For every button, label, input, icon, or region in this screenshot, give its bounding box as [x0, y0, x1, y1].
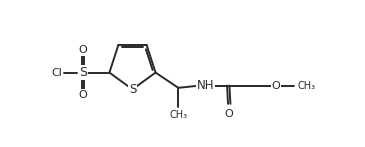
Text: O: O — [79, 90, 88, 100]
Text: O: O — [225, 109, 234, 119]
Text: O: O — [79, 45, 88, 55]
Text: Cl: Cl — [51, 68, 62, 78]
Text: S: S — [79, 66, 87, 79]
Text: NH: NH — [196, 79, 214, 92]
Text: CH₃: CH₃ — [169, 110, 187, 120]
Text: CH₃: CH₃ — [297, 81, 316, 91]
Text: S: S — [129, 83, 136, 96]
Text: O: O — [272, 81, 280, 91]
